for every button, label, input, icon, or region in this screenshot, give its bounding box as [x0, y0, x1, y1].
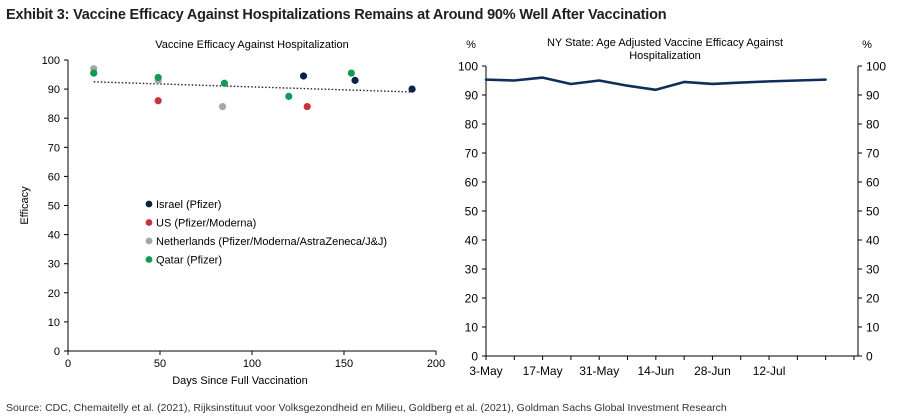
line-y-unit-left: % — [466, 39, 476, 51]
legend-marker — [145, 256, 153, 263]
scatter-x-tick-label: 0 — [65, 358, 71, 370]
line-left-y-tick-label: 40 — [465, 234, 479, 248]
line-right-y-tick-label: 10 — [866, 321, 880, 335]
line-right-y-tick-label: 80 — [866, 118, 880, 132]
line-x-tick-label: 31-May — [579, 364, 619, 378]
line-x-tick-label: 14-Jun — [637, 364, 674, 378]
legend-marker — [145, 200, 153, 208]
scatter-point — [218, 102, 227, 111]
scatter-point — [90, 69, 98, 77]
scatter-y-tick-label: 70 — [48, 142, 60, 154]
line-x-tick-label: 3-May — [469, 364, 502, 378]
line-right-y-tick-label: 60 — [866, 176, 880, 190]
legend-label: US (Pfizer/Moderna) — [156, 218, 256, 230]
scatter-point — [347, 69, 355, 77]
scatter-point — [285, 92, 293, 100]
scatter-point — [351, 76, 359, 84]
line-left-y-tick-label: 50 — [465, 205, 479, 219]
scatter-y-tick-label: 20 — [48, 288, 60, 300]
scatter-point — [154, 97, 162, 105]
exhibit-title: Exhibit 3: Vaccine Efficacy Against Hosp… — [6, 7, 667, 23]
line-x-tick-label: 12-Jul — [753, 364, 786, 378]
line-left-y-tick-label: 30 — [465, 263, 479, 277]
line-left-y-tick-label: 70 — [465, 147, 479, 161]
line-title: Hospitalization — [629, 50, 701, 62]
scatter-y-tick-label: 0 — [54, 346, 60, 358]
scatter-y-tick-label: 50 — [48, 201, 60, 213]
scatter-title: Vaccine Efficacy Against Hospitalization — [155, 39, 348, 51]
line-left-y-tick-label: 60 — [465, 176, 479, 190]
scatter-x-tick-label: 50 — [154, 358, 166, 370]
legend-label: Israel (Pfizer) — [156, 199, 221, 211]
scatter-point — [154, 73, 162, 82]
legend-label: Qatar (Pfizer) — [156, 255, 222, 267]
scatter-x-axis-label: Days Since Full Vaccination — [172, 375, 308, 387]
line-x-tick-label: 28-Jun — [694, 364, 731, 378]
scatter-y-tick-label: 60 — [48, 171, 60, 183]
line-right-y-tick-label: 0 — [866, 350, 873, 364]
scatter-y-tick-label: 40 — [48, 230, 60, 242]
line-right-y-tick-label: 90 — [866, 89, 880, 103]
line-left-y-tick-label: 0 — [471, 350, 478, 364]
line-left-y-tick-label: 80 — [465, 118, 479, 132]
line-right-y-tick-label: 30 — [866, 263, 880, 277]
scatter-x-tick-label: 150 — [335, 358, 353, 370]
scatter-point — [299, 72, 308, 80]
scatter-point — [220, 79, 228, 87]
scatter-y-tick-label: 80 — [48, 113, 60, 125]
line-right-y-tick-label: 40 — [866, 234, 880, 248]
scatter-point — [408, 85, 416, 93]
line-right-y-tick-label: 100 — [866, 60, 886, 74]
scatter-y-tick-label: 90 — [48, 84, 60, 96]
scatter-trendline — [93, 81, 413, 93]
line-left-y-tick-label: 20 — [465, 292, 479, 306]
legend-label: Netherlands (Pfizer/Moderna/AstraZeneca/… — [156, 236, 387, 248]
scatter-y-tick-label: 30 — [48, 259, 60, 271]
scatter-y-tick-label: 10 — [48, 317, 60, 329]
legend-marker — [145, 219, 153, 226]
legend-marker — [145, 237, 153, 245]
line-left-y-tick-label: 100 — [458, 60, 478, 74]
source-note: Source: CDC, Chemaitelly et al. (2021), … — [6, 402, 727, 414]
line-left-y-tick-label: 90 — [465, 89, 479, 103]
line-y-unit-right: % — [862, 39, 872, 51]
line-right-y-tick-label: 70 — [866, 147, 880, 161]
line-right-y-tick-label: 20 — [866, 292, 880, 306]
scatter-point — [303, 102, 311, 111]
efficacy-line — [484, 76, 827, 92]
scatter-y-tick-label: 100 — [42, 55, 60, 67]
scatter-y-axis-label: Efficacy — [19, 186, 31, 225]
scatter-x-tick-label: 100 — [243, 358, 261, 370]
scatter-x-tick-label: 200 — [427, 358, 445, 370]
line-left-y-tick-label: 10 — [465, 321, 479, 335]
line-x-tick-label: 17-May — [523, 364, 563, 378]
line-title: NY State: Age Adjusted Vaccine Efficacy … — [547, 37, 783, 49]
line-right-y-tick-label: 50 — [866, 205, 880, 219]
